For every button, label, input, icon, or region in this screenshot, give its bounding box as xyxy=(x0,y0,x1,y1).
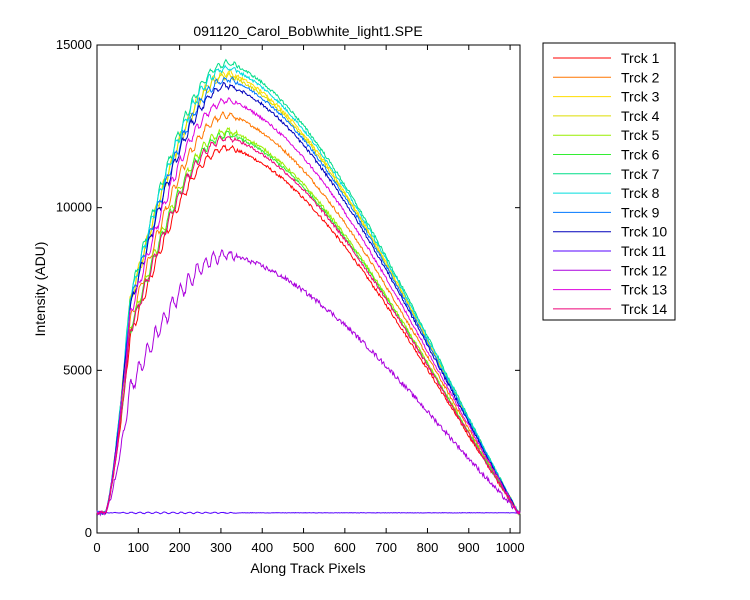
plot-area-frame xyxy=(96,44,521,534)
legend-label: Trck 5 xyxy=(621,127,660,143)
series-line-trck-14 xyxy=(96,135,521,515)
legend: Trck 1 Trck 2 Trck 3 Trck 4 Trck 5 Trck 6 Trck… xyxy=(542,42,676,321)
series-line-trck-11 xyxy=(96,511,521,515)
x-tick-label: 500 xyxy=(293,540,315,555)
y-tick-label: 10000 xyxy=(56,200,92,215)
y-axis-ticks: 0 5000 10000 15000 xyxy=(56,37,520,540)
series-line-trck-12 xyxy=(96,249,521,517)
x-tick-label: 800 xyxy=(417,540,439,555)
series-lines xyxy=(96,58,521,517)
legend-label: Trck 1 xyxy=(621,50,660,66)
x-tick-label: 200 xyxy=(169,540,191,555)
legend-box xyxy=(542,42,676,321)
y-tick-label: 0 xyxy=(85,525,92,540)
x-tick-label: 0 xyxy=(93,540,100,555)
x-tick-label: 700 xyxy=(375,540,397,555)
series-line-trck-6 xyxy=(96,130,521,515)
legend-label: Trck 3 xyxy=(621,89,660,105)
chart-title: 091120_Carol_Bob\white_light1.SPE xyxy=(193,23,422,39)
y-tick-label: 5000 xyxy=(63,362,92,377)
legend-label: Trck 6 xyxy=(621,147,660,163)
x-axis-label: Along Track Pixels xyxy=(250,560,365,576)
x-tick-label: 400 xyxy=(251,540,273,555)
series-line-trck-13 xyxy=(96,97,521,516)
legend-label: Trck 10 xyxy=(621,224,667,240)
legend-label: Trck 13 xyxy=(621,282,667,298)
legend-label: Trck 4 xyxy=(621,108,660,124)
x-tick-label: 1000 xyxy=(496,540,525,555)
x-tick-label: 900 xyxy=(458,540,480,555)
series-line-trck-8 xyxy=(96,64,521,516)
y-tick-label: 15000 xyxy=(56,37,92,52)
legend-label: Trck 7 xyxy=(621,166,660,182)
legend-label: Trck 14 xyxy=(621,301,667,317)
series-line-trck-2 xyxy=(96,111,521,515)
legend-label: Trck 9 xyxy=(621,204,660,220)
x-tick-label: 100 xyxy=(127,540,149,555)
legend-label: Trck 2 xyxy=(621,69,660,85)
legend-label: Trck 12 xyxy=(621,262,667,278)
series-line-trck-1 xyxy=(96,144,521,515)
series-line-trck-10 xyxy=(96,81,521,516)
legend-label: Trck 11 xyxy=(621,243,666,259)
y-axis-label: Intensity (ADU) xyxy=(32,242,48,337)
x-tick-label: 600 xyxy=(334,540,356,555)
x-tick-label: 300 xyxy=(210,540,232,555)
legend-label: Trck 8 xyxy=(621,185,660,201)
x-axis-ticks: 0 100 200 300 400 500 600 700 800 900 1000 xyxy=(93,45,525,555)
